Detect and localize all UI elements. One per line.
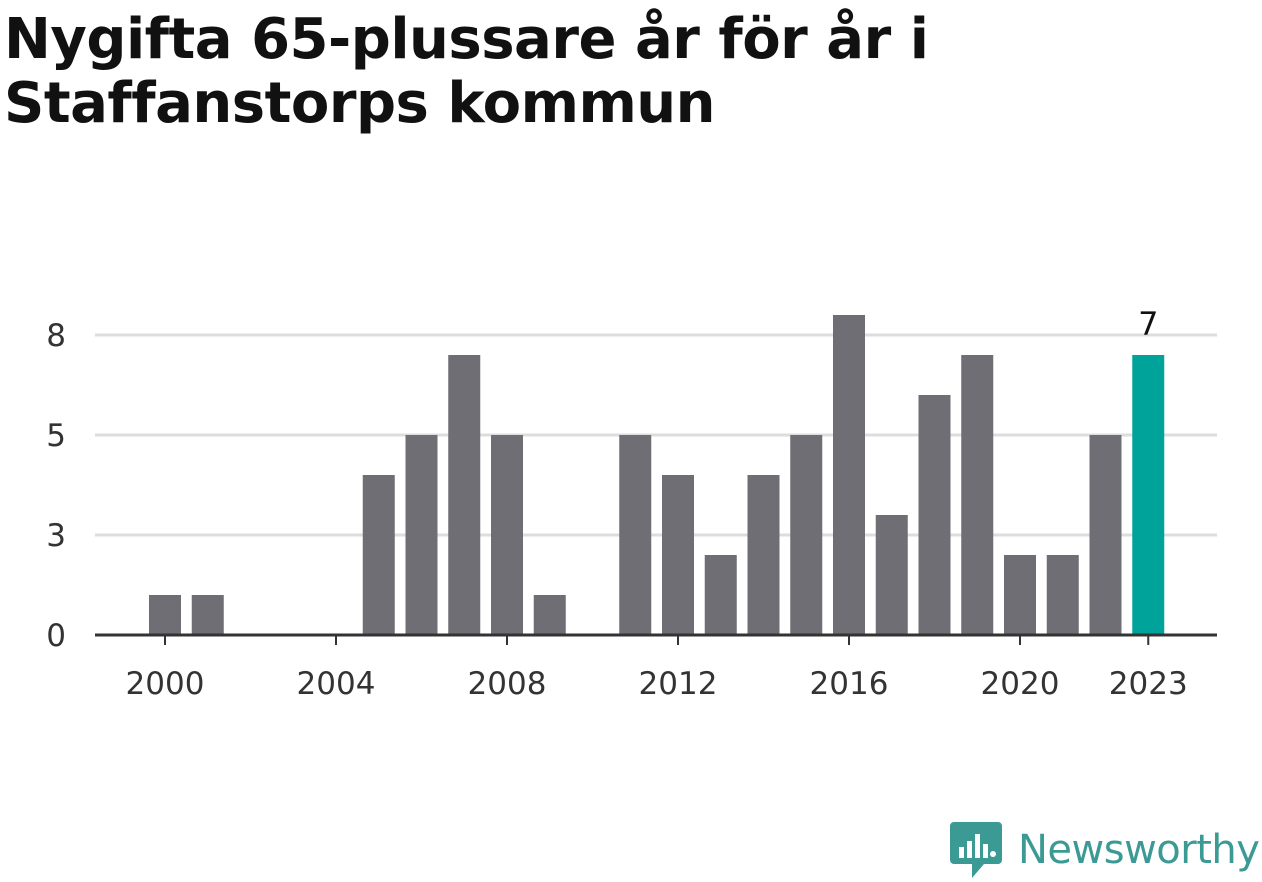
y-tick-label: 8 <box>46 318 66 354</box>
data-labels: 7 <box>1138 305 1158 343</box>
x-tick-label: 2004 <box>297 666 376 702</box>
bar-2008 <box>491 435 523 635</box>
bar-2005 <box>362 475 395 635</box>
bar-2019 <box>961 355 994 635</box>
bar-2021 <box>1046 555 1079 635</box>
newsworthy-brand: Newsworthy <box>950 818 1260 882</box>
bar-2022 <box>1089 435 1122 635</box>
bar-2020 <box>1004 555 1036 635</box>
y-tick-label: 0 <box>46 618 66 654</box>
bars <box>149 315 1165 635</box>
x-axis-tick-labels: 2000 2004 2008 2012 2016 2020 2023 <box>126 666 1188 702</box>
bar-2007 <box>448 355 481 635</box>
bar-2012 <box>662 475 694 635</box>
bar-2015 <box>790 435 823 635</box>
x-tick-label: 2012 <box>639 666 718 702</box>
brand-name: Newsworthy <box>1018 827 1260 873</box>
chart-title: Nygifta 65-plussare år för år i Staffans… <box>4 7 929 136</box>
bar-2006 <box>405 435 438 635</box>
x-tick-label: 2016 <box>810 666 889 702</box>
bar-2001 <box>191 595 224 635</box>
bar-2017 <box>875 515 908 635</box>
y-tick-label: 5 <box>46 418 66 454</box>
y-tick-label: 3 <box>46 518 66 554</box>
bar-2013 <box>704 555 737 635</box>
bar-2009 <box>533 595 566 635</box>
bar-2000 <box>149 595 181 635</box>
x-tick-label: 2020 <box>981 666 1060 702</box>
bar-2018 <box>918 395 951 635</box>
bar-2023 <box>1132 355 1165 635</box>
gridlines <box>95 333 1217 537</box>
x-axis <box>95 633 1217 645</box>
newsworthy-logo-icon <box>950 822 1002 878</box>
data-label-2023: 7 <box>1138 305 1158 343</box>
x-tick-label: 2008 <box>468 666 547 702</box>
bar-2014 <box>747 475 780 635</box>
x-tick-label: 2023 <box>1109 666 1188 702</box>
bar-2011 <box>619 435 652 635</box>
bar-2016 <box>833 315 865 635</box>
y-axis-tick-labels: 0 3 5 8 <box>46 318 66 654</box>
x-tick-label: 2000 <box>126 666 205 702</box>
